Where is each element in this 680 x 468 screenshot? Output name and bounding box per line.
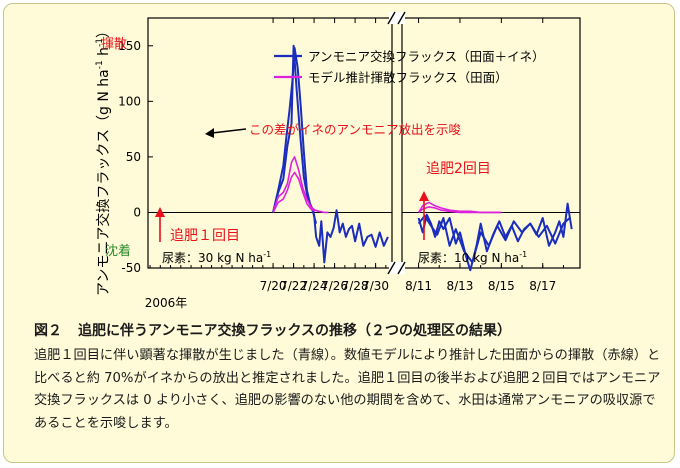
annotation-arrow-head: [205, 128, 214, 138]
topdressing-1-label: 追肥１回目: [170, 228, 240, 244]
figure-caption-title: 図２ 追肥に伴うアンモニア交換フラックスの推移（２つの処理区の結果）: [34, 320, 654, 340]
x-tick-label: 7/26: [321, 279, 348, 293]
legend-label-1: アンモニア交換フラックス（田面＋イネ）: [308, 49, 545, 64]
x-tick-label: 8/17: [529, 279, 556, 293]
y-tick-label: -50: [121, 261, 141, 275]
figure-caption-body: 追肥１回目に伴い顕著な揮散が生じました（青線）。数値モデルにより推計した田面から…: [34, 348, 661, 431]
series-line-1-4: [272, 171, 316, 213]
y-tick-label: 0: [133, 205, 141, 219]
series-line-2-2: [417, 214, 571, 264]
y-tick-label: 50: [126, 150, 141, 164]
panel-frame-2: [401, 17, 581, 269]
axis-break-slash: [387, 261, 396, 275]
urea-1-label: 尿素：30 kg N ha-1: [162, 250, 271, 265]
year-label: 2006年: [145, 296, 188, 310]
x-tick-label: 8/15: [488, 279, 515, 293]
x-tick-label: 8/13: [446, 279, 473, 293]
urea-2-label: 尿素：10 kg N ha-1: [418, 250, 527, 265]
panel-frame-1: [147, 17, 393, 269]
axis-break-slash: [397, 11, 406, 25]
topdressing-2-label: 追肥2回目: [426, 161, 491, 177]
series-line-2-4: [418, 206, 502, 214]
x-tick-label: 7/28: [342, 279, 369, 293]
legend-label-2: モデル推計揮散フラックス（田面）: [308, 70, 508, 85]
difference-annotation: この差がイネのアンモニア放出を示唆: [249, 122, 462, 137]
deposition-label: 沈着: [105, 243, 131, 259]
topdressing-2-arrow-head: [419, 191, 429, 201]
axis-break-slash: [387, 11, 396, 25]
x-tick-label: 7/22: [280, 279, 307, 293]
y-tick-label: 150: [118, 39, 141, 53]
annotation-arrow-line: [211, 128, 247, 134]
series-line-1-3: [272, 156, 329, 214]
x-tick-label: 7/30: [362, 279, 389, 293]
x-tick-label: 7/24: [301, 279, 328, 293]
topdressing-1-arrow-head: [155, 207, 165, 217]
y-axis-label: アンモニア交換フラックス（g N ha-1 h-1）: [95, 24, 112, 296]
figure-title: 追肥に伴うアンモニア交換フラックスの推移（２つの処理区の結果）: [78, 323, 512, 339]
figure-number: 図２: [34, 323, 62, 339]
axis-break-slash: [397, 261, 406, 275]
x-tick-label: 8/11: [405, 279, 432, 293]
volatilization-label: 揮散: [101, 37, 127, 52]
x-tick-label: 7/20: [260, 279, 287, 293]
y-tick-label: 100: [118, 94, 141, 108]
flux-chart: -50 0 50 100 150 アンモニア交換フラックス（g N ha-1 h-1）揮散…: [95, 11, 581, 310]
